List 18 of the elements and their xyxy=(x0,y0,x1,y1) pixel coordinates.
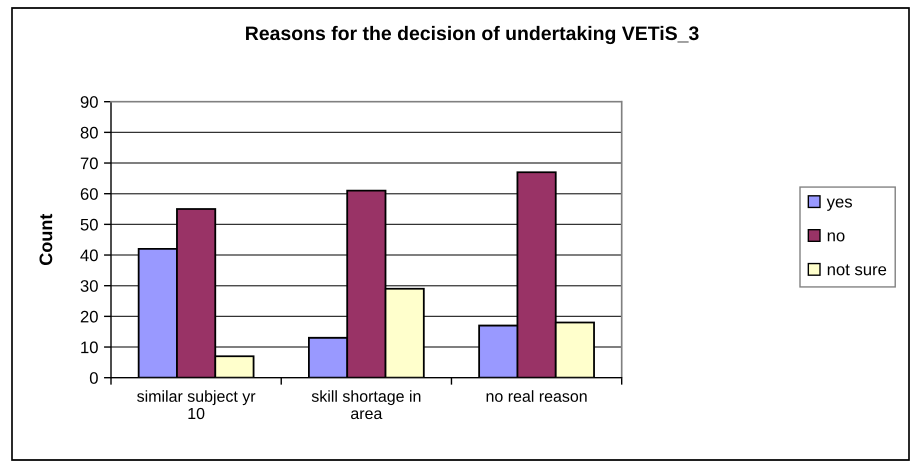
x-tick-label: no real reason xyxy=(486,390,587,402)
y-axis-title: Count xyxy=(39,214,52,266)
y-tick-label: 60 xyxy=(80,188,98,200)
chart-title: Reasons for the decision of undertaking VETiS_3 xyxy=(246,26,699,44)
y-tick-label: 90 xyxy=(80,96,98,108)
legend-label: yes xyxy=(826,198,852,211)
legend-label: not sure xyxy=(828,264,886,276)
legend-label: no xyxy=(828,232,845,242)
x-tick-label: similar subject yr 10 xyxy=(137,390,256,420)
y-tick-label: 80 xyxy=(80,126,98,139)
y-tick-label: 30 xyxy=(80,280,98,292)
y-tick-label: 40 xyxy=(80,249,98,262)
y-tick-label: 20 xyxy=(80,310,98,323)
y-tick-label: 10 xyxy=(81,341,98,354)
y-tick-label: 50 xyxy=(80,218,98,231)
y-tick-label: 0 xyxy=(90,372,98,384)
x-tick-label: skill shortage in area xyxy=(312,390,420,420)
y-tick-label: 70 xyxy=(80,157,98,170)
